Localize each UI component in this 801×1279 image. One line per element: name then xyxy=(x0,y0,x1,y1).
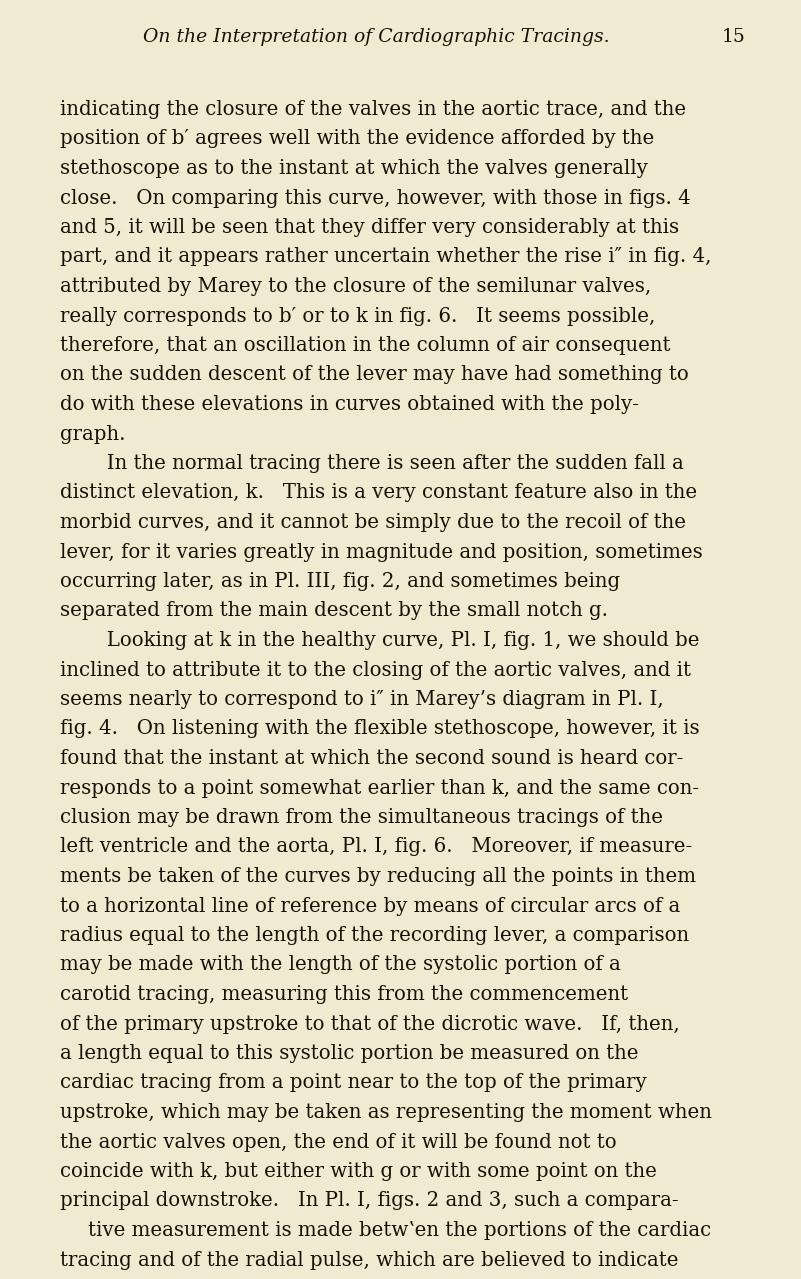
Text: really corresponds to b′ or to k in fig. 6.   It seems possible,: really corresponds to b′ or to k in fig.… xyxy=(60,307,655,325)
Text: carotid tracing, measuring this from the commencement: carotid tracing, measuring this from the… xyxy=(60,985,628,1004)
Text: attributed by Marey to the closure of the semilunar valves,: attributed by Marey to the closure of th… xyxy=(60,278,651,295)
Text: the aortic valves open, the end of it will be found not to: the aortic valves open, the end of it wi… xyxy=(60,1132,617,1151)
Text: and 5, it will be seen that they differ very considerably at this: and 5, it will be seen that they differ … xyxy=(60,217,679,237)
Text: On the Interpretation of Cardiographic Tracings.: On the Interpretation of Cardiographic T… xyxy=(143,28,610,46)
Text: graph.: graph. xyxy=(60,425,126,444)
Text: close.   On comparing this curve, however, with those in figs. 4: close. On comparing this curve, however,… xyxy=(60,188,690,207)
Text: to a horizontal line of reference by means of circular arcs of a: to a horizontal line of reference by mea… xyxy=(60,897,680,916)
Text: stethoscope as to the instant at which the valves generally: stethoscope as to the instant at which t… xyxy=(60,159,648,178)
Text: In the normal tracing there is seen after the sudden fall a: In the normal tracing there is seen afte… xyxy=(88,454,684,473)
Text: separated from the main descent by the small notch g.: separated from the main descent by the s… xyxy=(60,601,608,620)
Text: of the primary upstroke to that of the dicrotic wave.   If, then,: of the primary upstroke to that of the d… xyxy=(60,1014,680,1033)
Text: principal downstroke.   In Pl. I, figs. 2 and 3, such a compara-: principal downstroke. In Pl. I, figs. 2 … xyxy=(60,1192,678,1210)
Text: may be made with the length of the systolic portion of a: may be made with the length of the systo… xyxy=(60,955,621,975)
Text: ments be taken of the curves by reducing all the points in them: ments be taken of the curves by reducing… xyxy=(60,867,696,886)
Text: lever, for it varies greatly in magnitude and position, sometimes: lever, for it varies greatly in magnitud… xyxy=(60,542,702,561)
Text: cardiac tracing from a point near to the top of the primary: cardiac tracing from a point near to the… xyxy=(60,1073,646,1092)
Text: morbid curves, and it cannot be simply due to the recoil of the: morbid curves, and it cannot be simply d… xyxy=(60,513,686,532)
Text: left ventricle and the aorta, Pl. I, fig. 6.   Moreover, if measure-: left ventricle and the aorta, Pl. I, fig… xyxy=(60,838,692,857)
Text: fig. 4.   On listening with the flexible stethoscope, however, it is: fig. 4. On listening with the flexible s… xyxy=(60,720,699,738)
Text: distinct elevation, k.   This is a very constant feature also in the: distinct elevation, k. This is a very co… xyxy=(60,483,697,503)
Text: radius equal to the length of the recording lever, a comparison: radius equal to the length of the record… xyxy=(60,926,689,945)
Text: seems nearly to correspond to i″ in Marey’s diagram in Pl. I,: seems nearly to correspond to i″ in Mare… xyxy=(60,689,664,709)
Text: on the sudden descent of the lever may have had something to: on the sudden descent of the lever may h… xyxy=(60,366,689,385)
Text: Looking at k in the healthy curve, Pl. I, fig. 1, we should be: Looking at k in the healthy curve, Pl. I… xyxy=(88,631,699,650)
Text: a length equal to this systolic portion be measured on the: a length equal to this systolic portion … xyxy=(60,1044,638,1063)
Text: 15: 15 xyxy=(723,28,746,46)
Text: occurring later, as in Pl. III, fig. 2, and sometimes being: occurring later, as in Pl. III, fig. 2, … xyxy=(60,572,620,591)
Text: responds to a point somewhat earlier than k, and the same con-: responds to a point somewhat earlier tha… xyxy=(60,779,699,798)
Text: upstroke, which may be taken as representing the moment when: upstroke, which may be taken as represen… xyxy=(60,1102,712,1122)
Text: tracing and of the radial pulse, which are believed to indicate: tracing and of the radial pulse, which a… xyxy=(60,1251,678,1270)
Text: coincide with k, but either with g or with some point on the: coincide with k, but either with g or wi… xyxy=(60,1163,657,1181)
Text: do with these elevations in curves obtained with the poly-: do with these elevations in curves obtai… xyxy=(60,395,639,414)
Text: position of b′ agrees well with the evidence afforded by the: position of b′ agrees well with the evid… xyxy=(60,129,654,148)
Text: inclined to attribute it to the closing of the aortic valves, and it: inclined to attribute it to the closing … xyxy=(60,660,691,679)
Text: tive measurement is made betwʽen the portions of the cardiac: tive measurement is made betwʽen the por… xyxy=(88,1221,711,1241)
Text: part, and it appears rather uncertain whether the rise i″ in fig. 4,: part, and it appears rather uncertain wh… xyxy=(60,248,711,266)
Text: indicating the closure of the valves in the aortic trace, and the: indicating the closure of the valves in … xyxy=(60,100,686,119)
Text: therefore, that an oscillation in the column of air consequent: therefore, that an oscillation in the co… xyxy=(60,336,670,356)
Text: found that the instant at which the second sound is heard cor-: found that the instant at which the seco… xyxy=(60,749,683,767)
Text: clusion may be drawn from the simultaneous tracings of the: clusion may be drawn from the simultaneo… xyxy=(60,808,663,828)
